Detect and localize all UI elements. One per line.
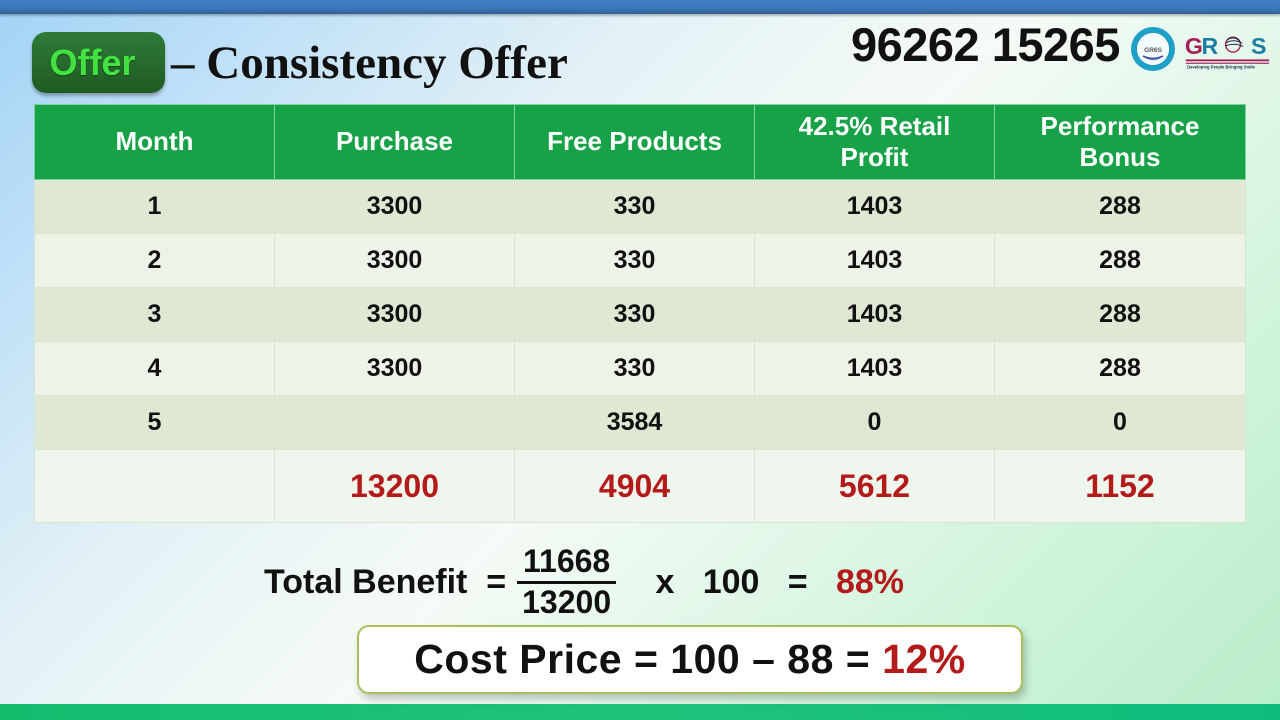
- svg-text:R: R: [1202, 33, 1219, 59]
- svg-text:GR6S: GR6S: [1144, 47, 1162, 54]
- svg-text:Developing People Bringing Smi: Developing People Bringing Smile: [1187, 65, 1255, 70]
- svg-text:G: G: [1185, 33, 1203, 59]
- svg-text:S: S: [1251, 33, 1266, 59]
